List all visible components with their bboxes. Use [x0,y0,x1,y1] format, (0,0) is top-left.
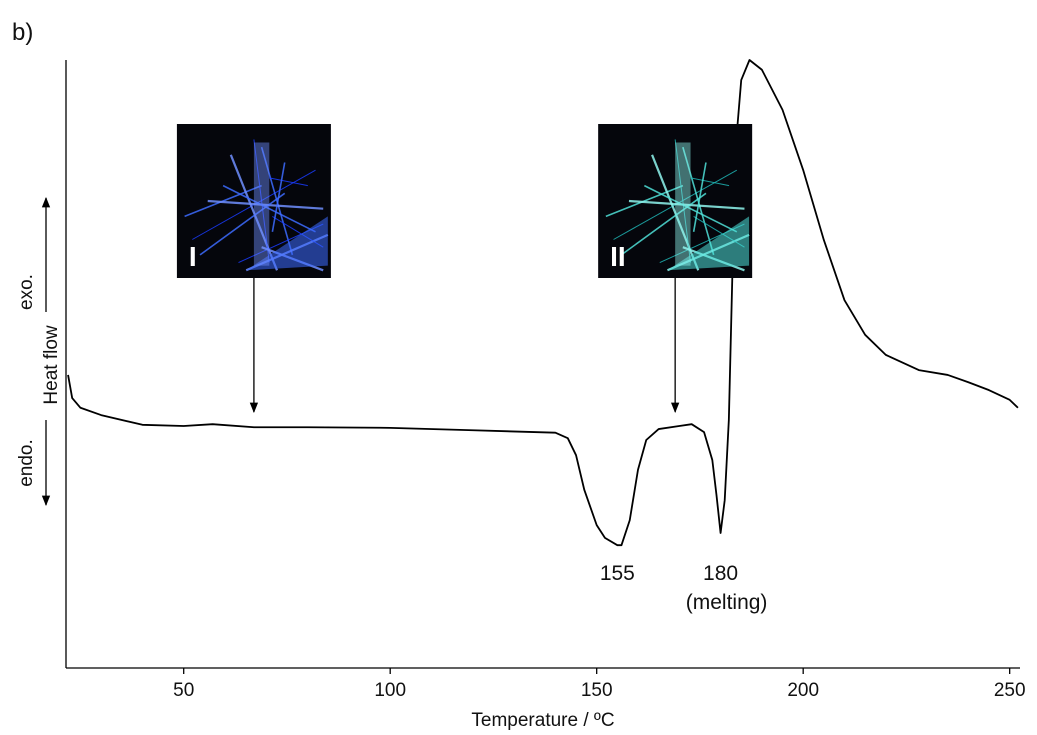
data-line [67,59,1019,547]
inset-crystal [207,199,324,210]
inset-crystal [690,177,730,187]
inset-image: I [176,124,331,278]
inset-label: I [189,241,197,272]
y-axis-label: Heat flow [41,325,62,404]
panel-label: b) [12,19,33,46]
inset-label: II [610,241,626,272]
inset-crystal [199,192,286,256]
inset-crystal [271,162,286,232]
exo-label: exo. [16,274,37,310]
inset-crystal [222,184,316,233]
x-tick-label: 100 [374,680,406,701]
inset-bundle [253,142,270,266]
inset-crystal-cluster [667,216,750,271]
inset-crystal [628,199,745,210]
peak-label: 180 [703,562,738,585]
inset-image: II [598,124,753,278]
endo-label: endo. [16,439,37,487]
x-tick-label: 250 [994,680,1026,701]
inset-crystal [620,192,707,256]
inset-crystal [269,177,308,187]
inset-crystal [682,146,715,256]
inset-crystal [692,162,707,232]
inset-bundle [675,142,691,266]
peak-label: (melting) [686,591,768,614]
inset-crystal [643,184,738,233]
inset-crystal [674,139,692,263]
x-axis-label: Temperature / ºC [471,710,614,731]
peak-label: 155 [600,562,635,585]
inset-crystal [253,139,270,263]
inset-crystal-cluster [246,216,328,271]
x-tick-label: 50 [173,680,194,701]
x-tick-label: 200 [787,680,819,701]
x-tick-label: 150 [581,680,613,701]
inset-crystal [260,146,294,256]
